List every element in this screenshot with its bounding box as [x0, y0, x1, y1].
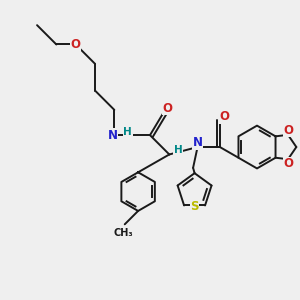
- Text: N: N: [193, 136, 202, 149]
- Text: N: N: [108, 129, 118, 142]
- Text: O: O: [219, 110, 229, 123]
- Text: H: H: [174, 145, 183, 155]
- Text: H: H: [123, 127, 132, 137]
- Text: S: S: [190, 200, 199, 213]
- Text: O: O: [284, 124, 294, 137]
- Text: O: O: [163, 102, 173, 115]
- Text: O: O: [71, 38, 81, 51]
- Text: O: O: [284, 157, 294, 170]
- Text: CH₃: CH₃: [113, 228, 133, 238]
